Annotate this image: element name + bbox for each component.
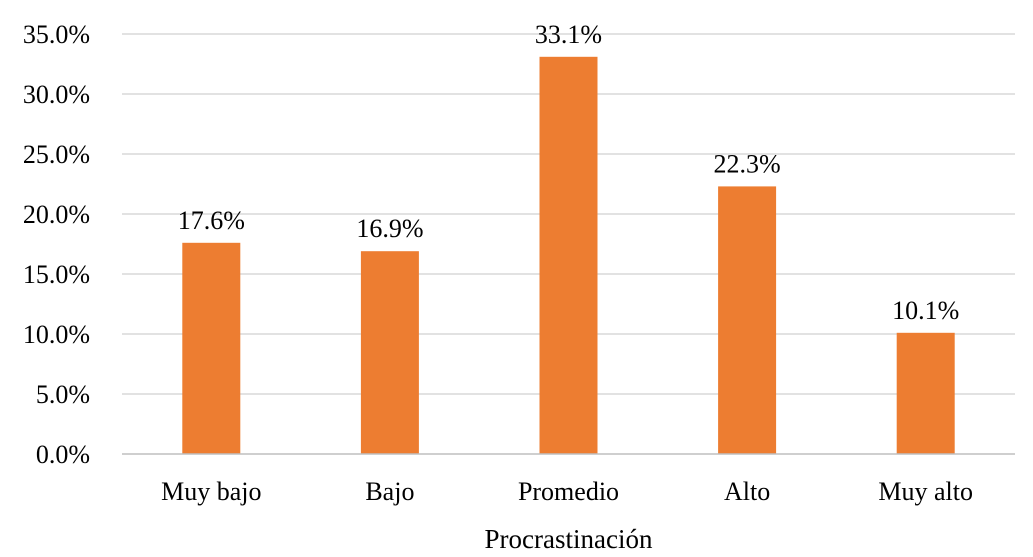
bar [896,332,955,454]
data-label: 17.6% [178,206,245,235]
bar [182,242,241,454]
x-tick-label: Bajo [365,477,414,506]
bar [718,186,777,454]
y-tick-label: 30.0% [23,80,90,109]
y-tick-label: 5.0% [36,380,90,409]
y-tick-label: 10.0% [23,320,90,349]
x-tick-label: Muy alto [878,477,973,506]
x-tick-label: Alto [724,477,770,506]
y-tick-label: 25.0% [23,140,90,169]
bar [360,251,419,454]
y-tick-label: 35.0% [23,20,90,49]
data-labels: 17.6% 16.9% 33.1% 22.3% 10.1% [178,20,960,325]
data-label: 10.1% [892,296,959,325]
y-axis-tick-labels: 0.0% 5.0% 10.0% 15.0% 20.0% 25.0% 30.0% 35.0% [23,20,90,469]
data-label: 22.3% [714,149,781,178]
y-tick-label: 20.0% [23,200,90,229]
x-tick-label: Muy bajo [161,477,261,506]
bars [182,56,955,455]
y-tick-label: 15.0% [23,260,90,289]
x-axis-title: Procrastinación [485,524,653,554]
x-tick-label: Promedio [518,477,619,506]
y-tick-label: 0.0% [36,440,90,469]
data-label: 16.9% [356,214,423,243]
data-label: 33.1% [535,20,602,49]
bar [539,56,598,455]
x-axis-tick-labels: Muy bajo Bajo Promedio Alto Muy alto [161,477,973,506]
